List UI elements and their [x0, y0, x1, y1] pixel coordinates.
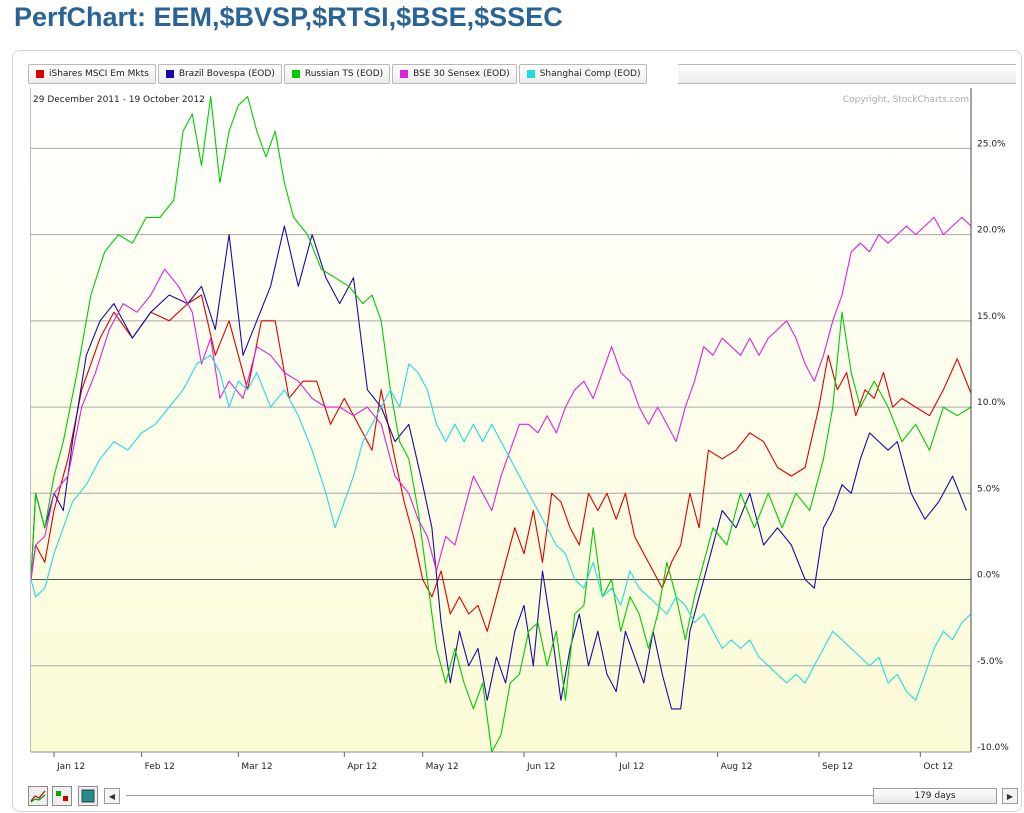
scroll-right-button[interactable]: ▶ [1002, 788, 1018, 804]
legend-tab-bvsp[interactable]: Brazil Bovespa (EOD) [157, 64, 282, 84]
y-tick-label: 0.0% [977, 571, 1000, 581]
legend-swatch [291, 70, 300, 78]
x-tick-label: Jul 12 [618, 762, 644, 772]
x-tick-label: Oct 12 [923, 762, 953, 772]
plot-background [31, 88, 971, 752]
legend-tab-eem[interactable]: iShares MSCI Em Mkts [28, 64, 156, 84]
x-tick-label: Jan 12 [56, 762, 85, 772]
legend-label: Russian TS (EOD) [304, 69, 384, 79]
y-tick-label: 15.0% [977, 312, 1006, 322]
series-line-1 [31, 225, 967, 710]
y-tick-label: -10.0% [977, 743, 1009, 753]
scroll-track[interactable] [126, 795, 986, 796]
color-scheme-button[interactable] [78, 786, 98, 806]
legend-bar-filler [678, 64, 1016, 84]
x-tick-label: Aug 12 [721, 762, 753, 772]
x-tick-label: Sep 12 [822, 762, 853, 772]
arrow-right-icon: ▶ [1006, 791, 1014, 801]
chart-toolbar: ◀ 179 days ▶ [28, 786, 1020, 806]
y-tick-label: -5.0% [977, 657, 1004, 667]
line-chart-icon [30, 790, 46, 803]
arrow-left-icon: ◀ [108, 791, 116, 801]
legend-tab-rtsi[interactable]: Russian TS (EOD) [283, 64, 391, 84]
legend-label: iShares MSCI Em Mkts [49, 69, 149, 79]
legend-label: Brazil Bovespa (EOD) [178, 69, 275, 79]
series-line-4 [31, 354, 972, 701]
series-line-3 [31, 216, 972, 580]
legend-tab-ssec[interactable]: Shanghai Comp (EOD) [518, 64, 648, 84]
date-range-label: 29 December 2011 - 19 October 2012 [33, 95, 205, 105]
chart-area: 25.0% 20.0% 15.0% 10.0% 5.0% 0.0% -5.0% -10.0% … [30, 88, 1009, 772]
legend-label: BSE 30 Sensex (EOD) [413, 69, 510, 79]
legend-swatch [36, 70, 44, 78]
bar-chart-icon [56, 791, 68, 801]
series-line-0 [31, 294, 972, 632]
x-tick-label: Apr 12 [347, 762, 377, 772]
x-tick-label: Feb 12 [145, 762, 175, 772]
x-tick-label: May 12 [426, 762, 459, 772]
copyright-label: Copyright, StockCharts.com [843, 95, 969, 105]
scroll-left-button[interactable]: ◀ [104, 788, 120, 804]
color-square-icon [81, 789, 95, 803]
bar-chart-button[interactable] [52, 786, 72, 806]
perf-chart: 25.0%20.0%15.0%10.0%5.0%0.0%-5.0%-10.0% … [31, 88, 1009, 772]
legend-swatch [165, 70, 174, 78]
x-tick-label: Mar 12 [241, 762, 272, 772]
line-chart-button[interactable] [28, 786, 48, 806]
legend-tabs: iShares MSCI Em Mkts Brazil Bovespa (EOD… [28, 64, 649, 84]
y-tick-label: 5.0% [977, 484, 1000, 494]
y-tick-label: 25.0% [977, 139, 1006, 149]
legend-swatch [526, 70, 535, 78]
y-tick-labels: 25.0% 20.0% 15.0% 10.0% 5.0% 0.0% -5.0% -10.0% [977, 139, 1009, 753]
x-tick-label: Jun 12 [526, 762, 555, 772]
series-lines [31, 96, 972, 753]
x-tick-labels: Jan 12 Feb 12 Mar 12 Apr 12 May 12 Jun 12 Jul … [53, 752, 953, 772]
page-title: PerfChart: EEM,$BVSP,$RTSI,$BSE,$SSEC [14, 2, 563, 32]
period-slider-thumb[interactable]: 179 days [873, 788, 997, 804]
legend-label: Shanghai Comp (EOD) [539, 69, 641, 79]
y-tick-label: 20.0% [977, 226, 1006, 236]
legend-tab-bse[interactable]: BSE 30 Sensex (EOD) [392, 64, 517, 84]
period-label: 179 days [914, 791, 956, 801]
legend-swatch [400, 70, 409, 78]
y-tick-label: 10.0% [977, 398, 1006, 408]
